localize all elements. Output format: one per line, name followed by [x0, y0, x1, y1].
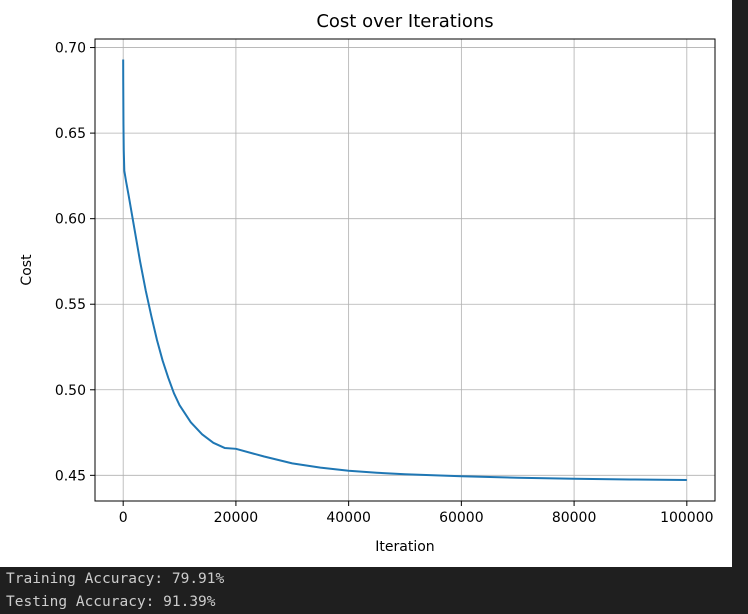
- grid: [95, 39, 715, 501]
- y-tick-label: 0.70: [55, 41, 86, 57]
- x-tick-label: 20000: [214, 510, 259, 526]
- series-layer: [122, 59, 687, 481]
- x-tick-label: 60000: [439, 510, 484, 526]
- plot-area: [94, 38, 716, 502]
- y-tick-label: 0.50: [55, 383, 86, 399]
- y-tick-label: 0.55: [55, 297, 86, 313]
- line-chart: 0 20000 40000 60000 80000 100000 0.45 0.50 0.55…: [19, 11, 716, 555]
- chart-title: Cost over Iterations: [316, 11, 493, 32]
- x-tick-label: 40000: [326, 510, 371, 526]
- x-axis-label: Iteration: [375, 539, 434, 555]
- cost-series-line: [122, 59, 687, 481]
- x-tick-label: 100000: [660, 510, 713, 526]
- chart-figure: 0 20000 40000 60000 80000 100000 0.45 0.50 0.55…: [0, 0, 732, 567]
- testing-accuracy-text: Testing Accuracy: 91.39%: [6, 594, 216, 610]
- y-tick-label: 0.60: [55, 212, 86, 228]
- y-tick-label: 0.65: [55, 126, 86, 142]
- y-axis-label: Cost: [19, 254, 35, 286]
- x-axis-ticks: 0 20000 40000 60000 80000 100000: [119, 501, 714, 526]
- y-axis-ticks: 0.45 0.50 0.55 0.60 0.65 0.70: [55, 41, 95, 484]
- x-tick-label: 80000: [552, 510, 597, 526]
- console-output: Training Accuracy: 79.91% Testing Accura…: [6, 568, 742, 614]
- y-tick-label: 0.45: [55, 468, 86, 484]
- x-tick-label: 0: [119, 510, 128, 526]
- training-accuracy-text: Training Accuracy: 79.91%: [6, 571, 225, 587]
